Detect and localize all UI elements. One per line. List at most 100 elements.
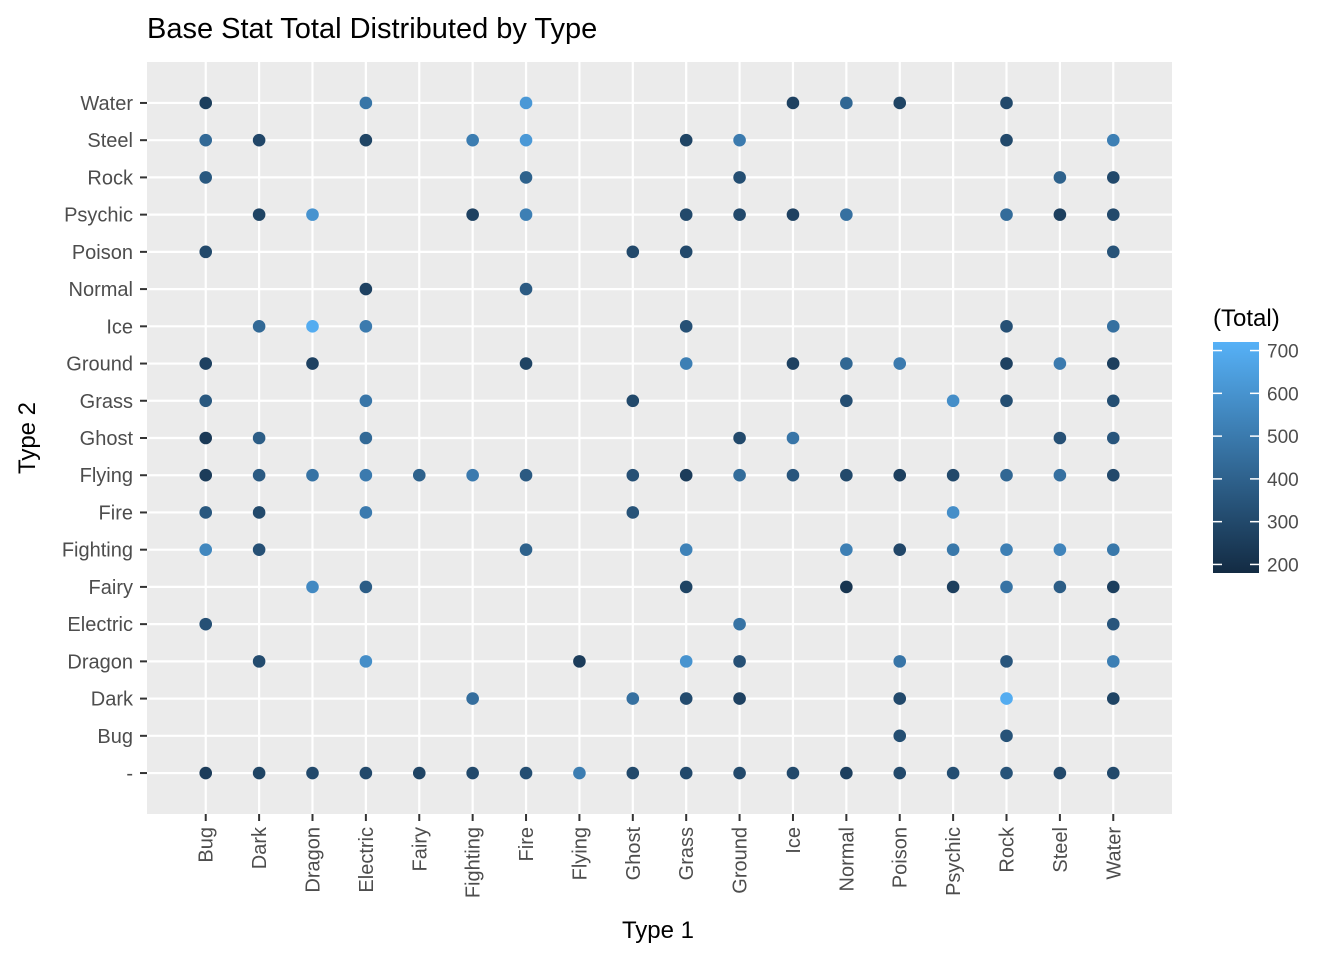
point-grass-blank — [679, 766, 693, 780]
x-tick-label-electric: Electric — [356, 827, 378, 893]
point-water-psychic — [1106, 208, 1120, 221]
point-rock-ice — [1000, 320, 1013, 333]
legend-label-600: 600 — [1267, 384, 1299, 405]
point-bug-fire — [199, 506, 213, 519]
point-ground-dark — [733, 692, 746, 705]
point-grass-dragon — [679, 655, 693, 668]
point-fighting-flying — [466, 468, 479, 482]
point-fighting-blank — [466, 766, 479, 780]
point-grass-fighting — [679, 543, 693, 556]
point-ghost-flying — [626, 468, 640, 482]
point-electric-flying — [359, 468, 373, 482]
point-ice-water — [786, 96, 800, 110]
y-tick-label-poison: Poison — [72, 242, 133, 264]
point-ground-steel — [733, 133, 746, 147]
color-legend: (Total) 200 300 400 500 600 700 — [1213, 305, 1299, 576]
point-water-ice — [1106, 320, 1120, 333]
point-fire-normal — [519, 282, 533, 296]
point-water-dragon — [1106, 655, 1120, 668]
point-dark-dragon — [252, 655, 266, 668]
point-normal-fairy — [840, 580, 853, 594]
point-electric-fire — [359, 506, 373, 519]
point-normal-psychic — [840, 208, 853, 221]
x-tick-label-normal: Normal — [836, 827, 858, 891]
x-tick-label-fairy: Fairy — [409, 827, 431, 871]
point-ice-ground — [786, 357, 800, 370]
point-ghost-fire — [626, 506, 640, 519]
y-tick-label-ghost: Ghost — [80, 428, 134, 450]
x-tick-label-bug: Bug — [196, 827, 218, 863]
y-tick-label-blank: - — [126, 763, 133, 785]
point-rock-bug — [1000, 729, 1013, 743]
point-electric-ice — [359, 320, 373, 333]
y-tick-label-dragon: Dragon — [67, 651, 133, 673]
point-fairy-flying — [412, 468, 426, 482]
point-grass-psychic — [679, 208, 693, 221]
point-steel-blank — [1053, 766, 1067, 780]
point-dark-blank — [252, 766, 266, 780]
point-bug-ghost — [199, 431, 213, 445]
point-dark-ice — [252, 320, 266, 333]
point-fire-rock — [519, 171, 533, 184]
point-poison-bug — [893, 729, 907, 743]
point-ghost-blank — [626, 766, 640, 780]
y-tick-label-water: Water — [80, 93, 133, 115]
point-water-rock — [1106, 171, 1120, 184]
point-water-blank — [1106, 766, 1120, 780]
point-fire-psychic — [519, 208, 533, 221]
point-electric-water — [359, 96, 373, 110]
point-grass-flying — [679, 468, 693, 482]
point-rock-fairy — [1000, 580, 1013, 594]
point-poison-fighting — [893, 543, 907, 556]
point-ground-blank — [733, 766, 746, 780]
point-bug-water — [199, 96, 213, 110]
point-dragon-fairy — [306, 580, 319, 594]
legend-label-700: 700 — [1267, 342, 1299, 363]
point-bug-grass — [199, 394, 213, 408]
point-poison-water — [893, 96, 907, 110]
point-flying-blank — [573, 766, 586, 780]
point-poison-ground — [893, 357, 907, 370]
y-tick-label-fire: Fire — [99, 502, 133, 524]
point-fire-blank — [519, 766, 533, 780]
point-electric-normal — [359, 282, 373, 296]
point-dragon-flying — [306, 468, 319, 482]
point-dragon-blank — [306, 766, 319, 780]
point-steel-fighting — [1053, 543, 1067, 556]
point-dark-fire — [252, 506, 266, 519]
point-electric-fairy — [359, 580, 373, 594]
point-water-dark — [1106, 692, 1120, 705]
point-water-grass — [1106, 394, 1120, 408]
point-water-poison — [1106, 245, 1120, 259]
point-normal-grass — [840, 394, 853, 408]
point-water-flying — [1106, 468, 1120, 482]
point-grass-fairy — [679, 580, 693, 594]
y-tick-label-ground: Ground — [66, 354, 133, 376]
point-grass-ground — [679, 357, 693, 370]
x-tick-label-dragon: Dragon — [302, 827, 324, 893]
legend-label-500: 500 — [1267, 427, 1299, 448]
x-tick-label-ghost: Ghost — [623, 827, 645, 881]
x-axis: Bug Dark Dragon Electric Fairy Fighting Fire Fl… — [196, 814, 1125, 898]
point-dark-flying — [252, 468, 266, 482]
point-bug-ground — [199, 357, 213, 370]
x-tick-label-fighting: Fighting — [463, 827, 485, 898]
point-grass-dark — [679, 692, 693, 705]
point-steel-ground — [1053, 357, 1067, 370]
point-bug-rock — [199, 171, 213, 184]
point-dark-fighting — [252, 543, 266, 556]
y-tick-label-psychic: Psychic — [64, 205, 133, 227]
y-axis: - Bug Dark Dragon Electric Fairy Fighting Fire F… — [62, 93, 147, 785]
y-tick-label-fairy: Fairy — [89, 577, 133, 599]
point-poison-dragon — [893, 655, 907, 668]
point-dark-ghost — [252, 431, 266, 445]
x-tick-label-poison: Poison — [890, 827, 912, 888]
point-ground-psychic — [733, 208, 746, 221]
point-rock-blank — [1000, 766, 1013, 780]
point-dragon-ice — [306, 320, 319, 333]
point-grass-steel — [679, 133, 693, 147]
data-points — [199, 96, 1120, 780]
y-tick-label-fighting: Fighting — [62, 540, 133, 562]
x-tick-label-flying: Flying — [569, 827, 591, 880]
point-electric-steel — [359, 133, 373, 147]
